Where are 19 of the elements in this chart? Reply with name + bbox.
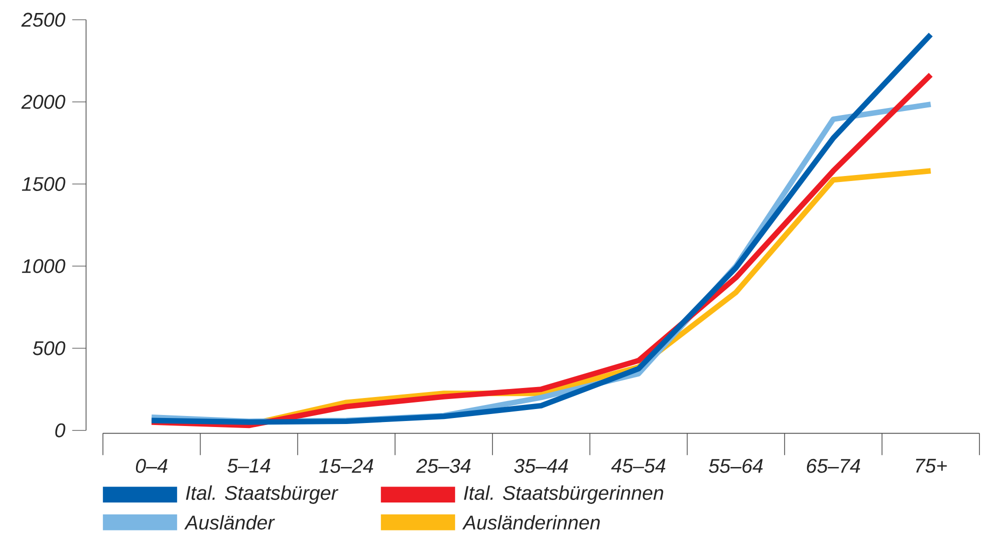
legend-label: Ital. Staatsbürgerinnen: [464, 485, 664, 504]
x-tick-label: 75+: [916, 458, 947, 473]
y-tick-label: 0: [55, 423, 66, 438]
x-tick-label: 65–74: [806, 458, 860, 473]
legend-label: Ausländer: [184, 514, 275, 530]
y-tick-label: 500: [32, 341, 66, 356]
x-tick-label: 25–34: [416, 458, 471, 473]
y-tick-label: 2500: [21, 12, 66, 27]
x-tick-label: 35–44: [514, 458, 568, 473]
x-tick-label: 45–54: [611, 458, 666, 473]
y-tick-label: 1500: [22, 176, 66, 191]
x-tick-label: 55–64: [708, 458, 763, 473]
legend-label: Ital. Staatsbürger: [186, 485, 338, 504]
x-tick-label: 15–24: [319, 458, 374, 473]
x-tick-label: 0–4: [136, 458, 168, 473]
y-tick-label: 1000: [22, 259, 66, 274]
y-tick-label: 2000: [21, 94, 66, 109]
legend-label: Ausländerinnen: [462, 514, 600, 530]
x-tick-label: 5–14: [227, 458, 270, 473]
